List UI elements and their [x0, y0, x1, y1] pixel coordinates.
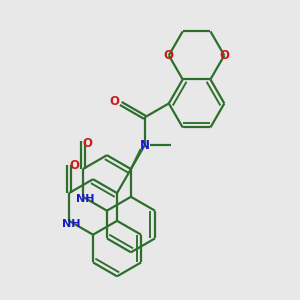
Text: O: O: [164, 49, 174, 62]
Text: O: O: [110, 95, 120, 108]
Text: N: N: [140, 139, 150, 152]
Text: O: O: [69, 159, 79, 172]
Text: O: O: [83, 137, 93, 150]
Text: NH: NH: [62, 219, 80, 229]
Text: O: O: [219, 49, 229, 62]
Text: NH: NH: [76, 194, 94, 204]
